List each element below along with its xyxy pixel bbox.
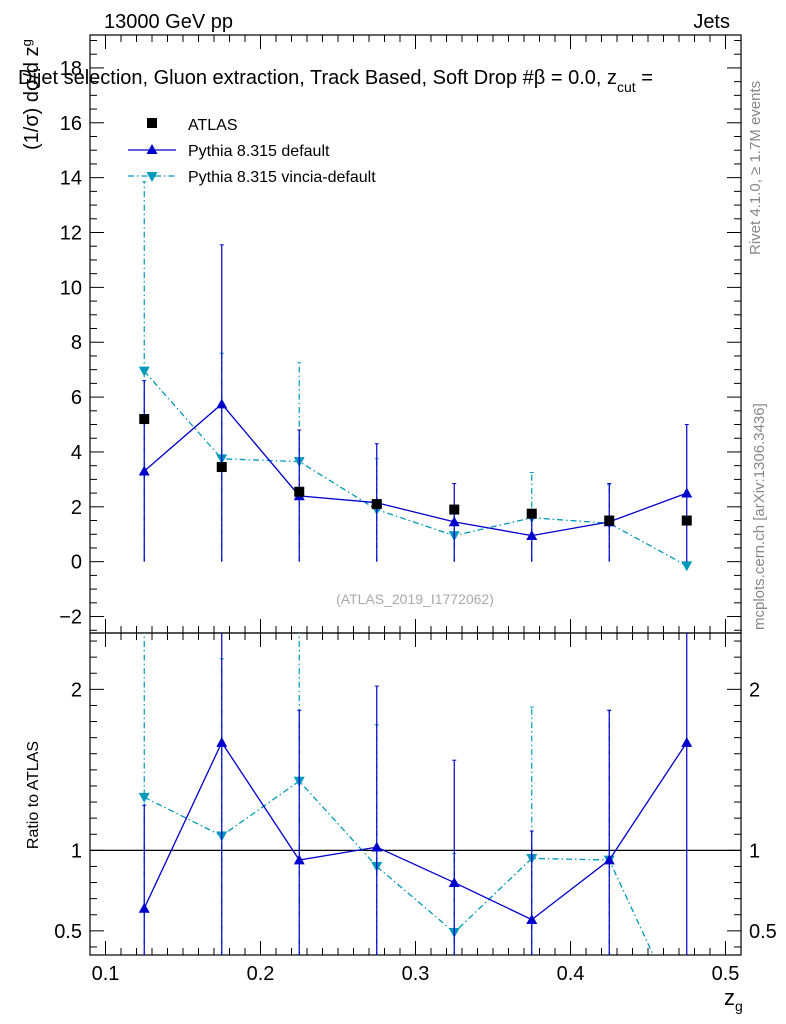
header-right: Jets xyxy=(693,11,730,33)
main-y-axis-label-main: (1/σ) dσ/d z xyxy=(21,46,43,150)
ratio-marker xyxy=(293,854,305,865)
x-axis-label-sub: g xyxy=(735,998,743,1014)
x-axis-label-main: z xyxy=(724,985,735,1010)
main-y-axis-label-sub: g xyxy=(19,39,34,46)
ratio-y-tick-label-right: 0.5 xyxy=(749,921,777,943)
watermark: (ATLAS_2019_I1772062) xyxy=(336,591,494,607)
main-y-tick-label: 18 xyxy=(60,58,82,80)
main-y-tick-label: 14 xyxy=(60,168,82,190)
main-marker xyxy=(216,398,228,409)
legend-pythia-default-marker xyxy=(146,144,158,154)
header-left: 13000 GeV pp xyxy=(104,11,233,33)
main-panel: −2 0 2 4 6 8 10 12 14 16 18 xyxy=(59,34,742,634)
legend-pythia-vincia-label: Pythia 8.315 vincia-default xyxy=(188,169,376,186)
atlas-marker xyxy=(526,508,537,519)
ratio-marker xyxy=(681,736,693,747)
main-marker xyxy=(138,366,150,377)
main-series-atlas xyxy=(139,414,692,526)
main-series-line xyxy=(143,370,688,567)
main-y-tick-label: 6 xyxy=(71,387,82,409)
main-y-tick-label: 8 xyxy=(71,332,82,354)
main-marker xyxy=(681,487,693,498)
rivet-label: Rivet 4.1.0, ≥ 1.7M events xyxy=(747,81,764,255)
ratio-x-tick-label: 0.4 xyxy=(557,963,585,985)
legend-pythia-default-label: Pythia 8.315 default xyxy=(188,143,330,160)
atlas-marker xyxy=(216,462,227,473)
main-marker xyxy=(448,516,460,527)
main-y-tick-label: 0 xyxy=(71,552,82,574)
ratio-series-pythia-default xyxy=(138,633,693,955)
legend: ATLAS Pythia 8.315 default Pythia 8.315 … xyxy=(128,117,376,186)
atlas-marker xyxy=(449,504,460,515)
ratio-marker xyxy=(526,914,538,924)
main-marker xyxy=(138,465,150,476)
ratio-x-tick-label: 0.2 xyxy=(247,963,275,985)
ratio-panel: 0.5 0.5 1 1 2 2 0.1 0.2 0.3 0.4 0.5 xyxy=(54,632,777,985)
main-y-axis-label: (1/σ) dσ/d zg xyxy=(19,39,43,150)
ratio-marker xyxy=(371,841,383,852)
plot-title: Dijet selection, Gluon extraction, Track… xyxy=(18,67,653,95)
mcplots-label: mcplots.cern.ch [arXiv:1306.3436] xyxy=(751,403,768,630)
ratio-y-tick-label-right: 2 xyxy=(749,679,760,701)
main-y-tick-label: 12 xyxy=(60,223,82,245)
atlas-marker xyxy=(604,515,615,526)
ratio-x-tick-label: 0.1 xyxy=(92,963,120,985)
legend-atlas-label: ATLAS xyxy=(188,117,238,134)
main-y-tick-label: 2 xyxy=(71,497,82,519)
main-y-tick-label: 10 xyxy=(60,277,82,299)
ratio-y-tick-label: 2 xyxy=(71,679,82,701)
atlas-marker xyxy=(294,486,305,497)
plot-title-tail: = xyxy=(636,67,653,89)
atlas-marker xyxy=(681,515,692,526)
atlas-marker xyxy=(139,414,150,425)
plot-title-sub: cut xyxy=(617,79,636,95)
atlas-marker xyxy=(371,499,382,510)
legend-atlas-marker xyxy=(147,118,157,128)
legend-pythia-vincia-marker xyxy=(146,172,158,182)
main-y-tick-label: 4 xyxy=(71,442,82,464)
ratio-x-tick-label: 0.3 xyxy=(402,963,430,985)
plot-title-main: Dijet selection, Gluon extraction, Track… xyxy=(18,67,617,89)
ratio-marker xyxy=(216,736,228,747)
main-y-tick-label: 16 xyxy=(60,113,82,135)
main-y-tick-label: −2 xyxy=(59,607,82,629)
ratio-marker xyxy=(138,902,150,913)
ratio-series-line xyxy=(143,780,654,955)
ratio-marker xyxy=(138,792,150,803)
main-series-line xyxy=(143,403,687,537)
ratio-x-tick-label: 0.5 xyxy=(712,963,740,985)
x-axis-label: zg xyxy=(724,985,743,1014)
ratio-marker xyxy=(448,877,460,887)
ratio-series-line xyxy=(143,741,688,921)
ratio-y-tick-label-right: 1 xyxy=(749,840,760,862)
ratio-marker xyxy=(603,854,615,865)
ratio-y-tick-label: 1 xyxy=(71,840,82,862)
main-marker xyxy=(526,530,538,541)
ratio-y-axis-label: Ratio to ATLAS xyxy=(25,741,42,849)
ratio-y-tick-label: 0.5 xyxy=(54,921,82,943)
main-marker xyxy=(681,561,693,572)
